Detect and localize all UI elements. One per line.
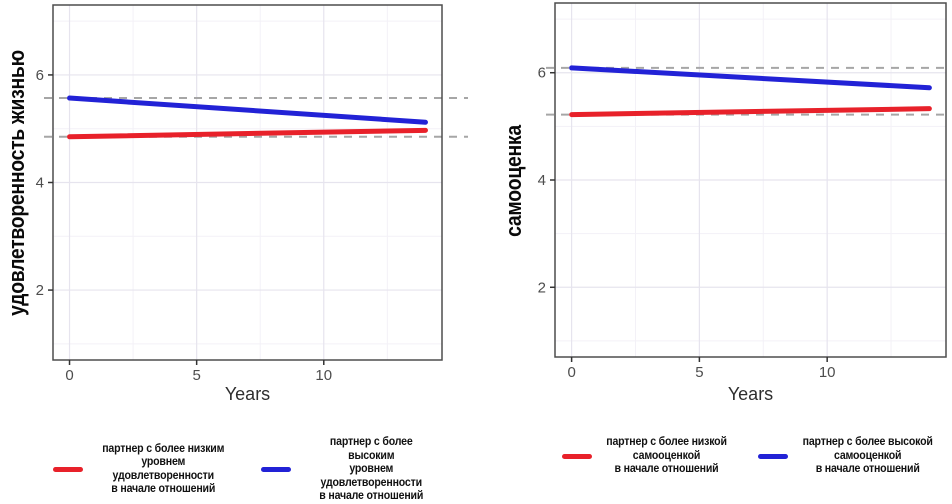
- svg-text:2: 2: [36, 282, 44, 299]
- svg-text:6: 6: [36, 67, 44, 84]
- series-lines: [569, 65, 932, 118]
- y-axis-label: самооценка: [501, 125, 526, 237]
- plot-area: 0 5 10 2 4 6: [36, 4, 468, 384]
- legend-label: партнер с более низким уровнем удовлетво…: [102, 442, 225, 496]
- gridlines: [53, 5, 442, 360]
- legend-swatch-blue: [758, 453, 789, 459]
- axis-ticks: 0 5 10 2 4 6: [36, 67, 332, 384]
- series-lines: [67, 95, 428, 140]
- gridlines: [555, 3, 946, 357]
- legend-swatch-red: [53, 467, 83, 473]
- svg-text:10: 10: [819, 364, 836, 381]
- chart-self-esteem: 0 5 10 2 4 6 самооценка Years партнер с более…: [480, 0, 952, 504]
- legend-swatch-red: [562, 453, 593, 459]
- legend-item: партнер с более низким уровнем удовлетво…: [53, 443, 235, 497]
- svg-text:0: 0: [567, 364, 575, 381]
- svg-text:6: 6: [538, 65, 546, 82]
- y-axis-label: удовлетворенность жизнью: [4, 50, 29, 316]
- plot-area: 0 5 10 2 4 6: [538, 2, 951, 381]
- svg-text:5: 5: [695, 364, 703, 381]
- legend-label: партнер с более высокой самооценкой в на…: [802, 436, 934, 476]
- svg-text:4: 4: [538, 172, 546, 189]
- legend-item: партнер с более низкой самооценкой в нач…: [562, 436, 732, 477]
- x-axis-label: Years: [727, 384, 774, 404]
- legend-item: партнер с более высокой самооценкой в на…: [758, 436, 938, 477]
- svg-text:2: 2: [538, 279, 546, 296]
- chart-life-satisfaction: 0 5 10 2 4 6 удовлетворенность жизнью Years п…: [4, 4, 468, 504]
- legend-label: партнер с более высоким уровнем удовлетв…: [318, 436, 423, 503]
- svg-text:5: 5: [192, 367, 200, 384]
- x-axis-label: Years: [224, 384, 271, 404]
- legend: партнер с более низкой самооценкой в нач…: [555, 436, 946, 477]
- reference-dashed-lines: [44, 97, 468, 138]
- legend-item: партнер с более высоким уровнем удовлетв…: [260, 436, 443, 504]
- legend-swatch-blue: [260, 467, 291, 473]
- svg-text:4: 4: [36, 175, 44, 192]
- legend: партнер с более низким уровнем удовлетво…: [53, 436, 442, 504]
- svg-text:0: 0: [65, 367, 73, 384]
- svg-text:10: 10: [315, 367, 332, 384]
- axis-ticks: 0 5 10 2 4 6: [538, 65, 836, 381]
- legend-label: партнер с более низкой самооценкой в нач…: [606, 436, 728, 476]
